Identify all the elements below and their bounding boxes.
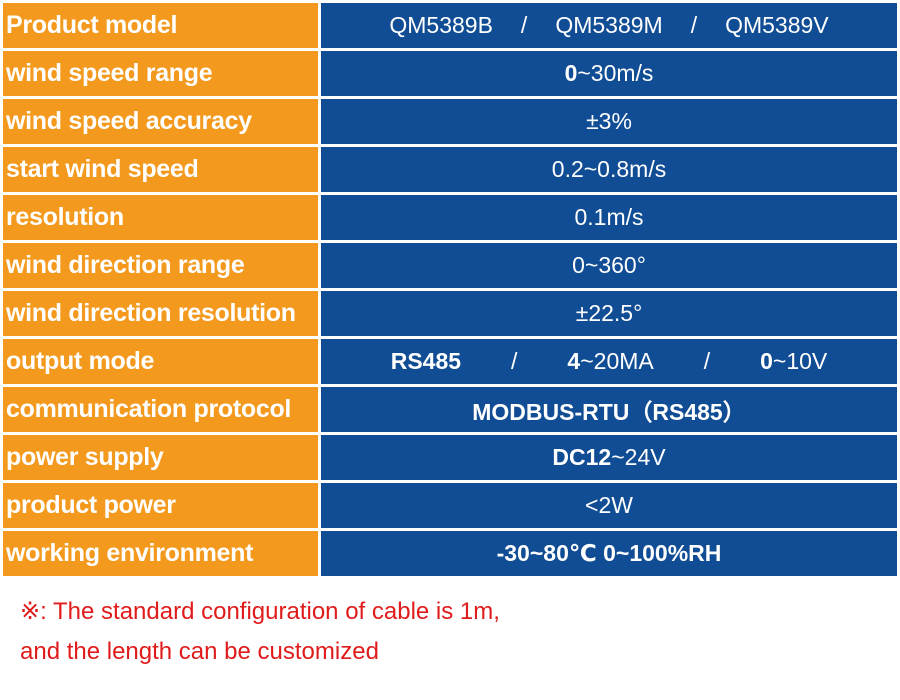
spec-label: wind direction range: [3, 243, 318, 288]
spec-label: wind direction resolution: [3, 291, 318, 336]
spec-row-output-mode: output mode RS485 / 4~20MA / 0~10V: [3, 339, 897, 384]
cable-note-line: ※: The standard configuration of cable i…: [20, 598, 500, 625]
spec-value: RS485 / 4~20MA / 0~10V: [321, 339, 897, 384]
spec-label: resolution: [3, 195, 318, 240]
value-bold-part: -30~80℃ 0~100%RH: [496, 540, 722, 566]
spec-row-wind-speed-accuracy: wind speed accuracy ±3%: [3, 99, 897, 144]
spec-value: MODBUS-RTU（RS485）: [321, 387, 897, 432]
spec-label: wind speed accuracy: [3, 99, 318, 144]
value-bold-part: MODBUS-RTU（RS485）: [472, 398, 746, 425]
value-regular-part: 0~360°: [572, 252, 646, 278]
spec-row-resolution: resolution 0.1m/s: [3, 195, 897, 240]
spec-row-wind-speed-range: wind speed range 0 ~30m/s: [3, 51, 897, 96]
spec-label: output mode: [3, 339, 318, 384]
value-regular-part: <2W: [585, 492, 633, 518]
cable-note: ※: The standard configuration of cable i…: [20, 592, 500, 672]
spec-row-start-wind-speed: start wind speed 0.2~0.8m/s: [3, 147, 897, 192]
spec-value: ±22.5°: [321, 291, 897, 336]
spec-value: <2W: [321, 483, 897, 528]
spec-value: DC12 ~24V: [321, 435, 897, 480]
model-separator: /: [520, 12, 528, 38]
value-regular-part: ~10V: [772, 348, 828, 374]
output-voltage: 0~10V: [760, 348, 827, 375]
output-separator: /: [511, 348, 518, 374]
spec-row-wind-direction-resolution: wind direction resolution ±22.5°: [3, 291, 897, 336]
spec-value: 0.2~0.8m/s: [321, 147, 897, 192]
spec-row-power-supply: power supply DC12 ~24V: [3, 435, 897, 480]
cable-note-line: and the length can be customized: [20, 638, 379, 665]
spec-value: -30~80℃ 0~100%RH: [321, 531, 897, 576]
value-regular-part: 0.1m/s: [574, 204, 644, 230]
value-regular-part: ±22.5°: [575, 300, 643, 326]
value-bold-part: 4: [567, 348, 581, 374]
spec-table: Product model QM5389B / QM5389M / QM5389…: [3, 3, 897, 579]
value-bold-part: 0: [760, 348, 773, 374]
spec-value: 0.1m/s: [321, 195, 897, 240]
spec-row-wind-direction-range: wind direction range 0~360°: [3, 243, 897, 288]
spec-row-communication-protocol: communication protocol MODBUS-RTU（RS485）: [3, 387, 897, 432]
spec-row-product-power: product power <2W: [3, 483, 897, 528]
spec-row-working-environment: working environment -30~80℃ 0~100%RH: [3, 531, 897, 576]
spec-label: wind speed range: [3, 51, 318, 96]
value-regular-part: ~24V: [611, 444, 666, 470]
spec-label: start wind speed: [3, 147, 318, 192]
spec-label: product power: [3, 483, 318, 528]
model-v: QM5389V: [725, 12, 829, 38]
value-regular-part: ±3%: [586, 108, 632, 134]
spec-row-product-model: Product model QM5389B / QM5389M / QM5389…: [3, 3, 897, 48]
model-m: QM5389M: [555, 12, 663, 38]
spec-label: working environment: [3, 531, 318, 576]
value-regular-part: ~20MA: [580, 348, 654, 374]
spec-value: 0 ~30m/s: [321, 51, 897, 96]
model-b: QM5389B: [389, 12, 493, 38]
spec-label: communication protocol: [3, 387, 318, 432]
value-bold-part: 0: [564, 60, 578, 86]
output-separator: /: [703, 348, 711, 374]
value-regular-part: ~30m/s: [577, 60, 654, 86]
spec-value: 0~360°: [321, 243, 897, 288]
spec-value: QM5389B / QM5389M / QM5389V: [321, 3, 897, 48]
output-rs485: RS485: [390, 348, 462, 374]
value-regular-part: 0.2~0.8m/s: [551, 156, 667, 182]
spec-label: Product model: [3, 3, 318, 48]
model-separator: /: [690, 12, 698, 38]
spec-label: power supply: [3, 435, 318, 480]
output-current: 4~20MA: [567, 348, 653, 375]
value-bold-part: DC12: [552, 444, 612, 470]
spec-value: ±3%: [321, 99, 897, 144]
